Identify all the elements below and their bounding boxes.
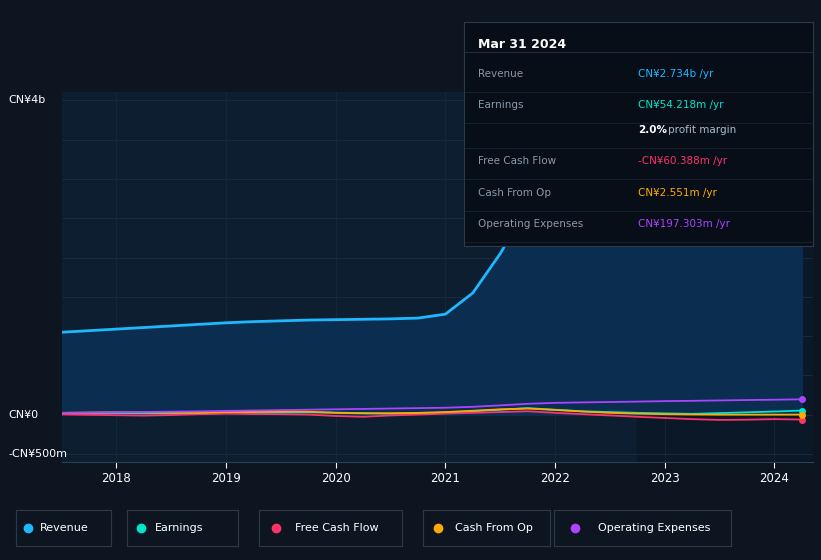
Text: Cash From Op: Cash From Op bbox=[455, 523, 533, 533]
Bar bbox=[637, 92, 813, 462]
Text: Mar 31 2024: Mar 31 2024 bbox=[478, 38, 566, 51]
Text: Free Cash Flow: Free Cash Flow bbox=[295, 523, 378, 533]
Text: CN¥2.734b /yr: CN¥2.734b /yr bbox=[639, 69, 713, 79]
Text: Revenue: Revenue bbox=[478, 69, 523, 79]
Text: Operating Expenses: Operating Expenses bbox=[599, 523, 711, 533]
Text: CN¥4b: CN¥4b bbox=[8, 95, 45, 105]
Text: Earnings: Earnings bbox=[478, 100, 523, 110]
Text: Revenue: Revenue bbox=[40, 523, 89, 533]
Text: Operating Expenses: Operating Expenses bbox=[478, 219, 583, 229]
Text: CN¥197.303m /yr: CN¥197.303m /yr bbox=[639, 219, 731, 229]
Text: -CN¥60.388m /yr: -CN¥60.388m /yr bbox=[639, 156, 727, 166]
Text: 2.0%: 2.0% bbox=[639, 125, 667, 135]
Text: -CN¥500m: -CN¥500m bbox=[8, 449, 67, 459]
Text: Cash From Op: Cash From Op bbox=[478, 188, 551, 198]
Text: profit margin: profit margin bbox=[668, 125, 736, 135]
Text: CN¥0: CN¥0 bbox=[8, 410, 39, 420]
Text: Free Cash Flow: Free Cash Flow bbox=[478, 156, 556, 166]
Text: Earnings: Earnings bbox=[155, 523, 204, 533]
Text: CN¥54.218m /yr: CN¥54.218m /yr bbox=[639, 100, 724, 110]
Text: CN¥2.551m /yr: CN¥2.551m /yr bbox=[639, 188, 718, 198]
